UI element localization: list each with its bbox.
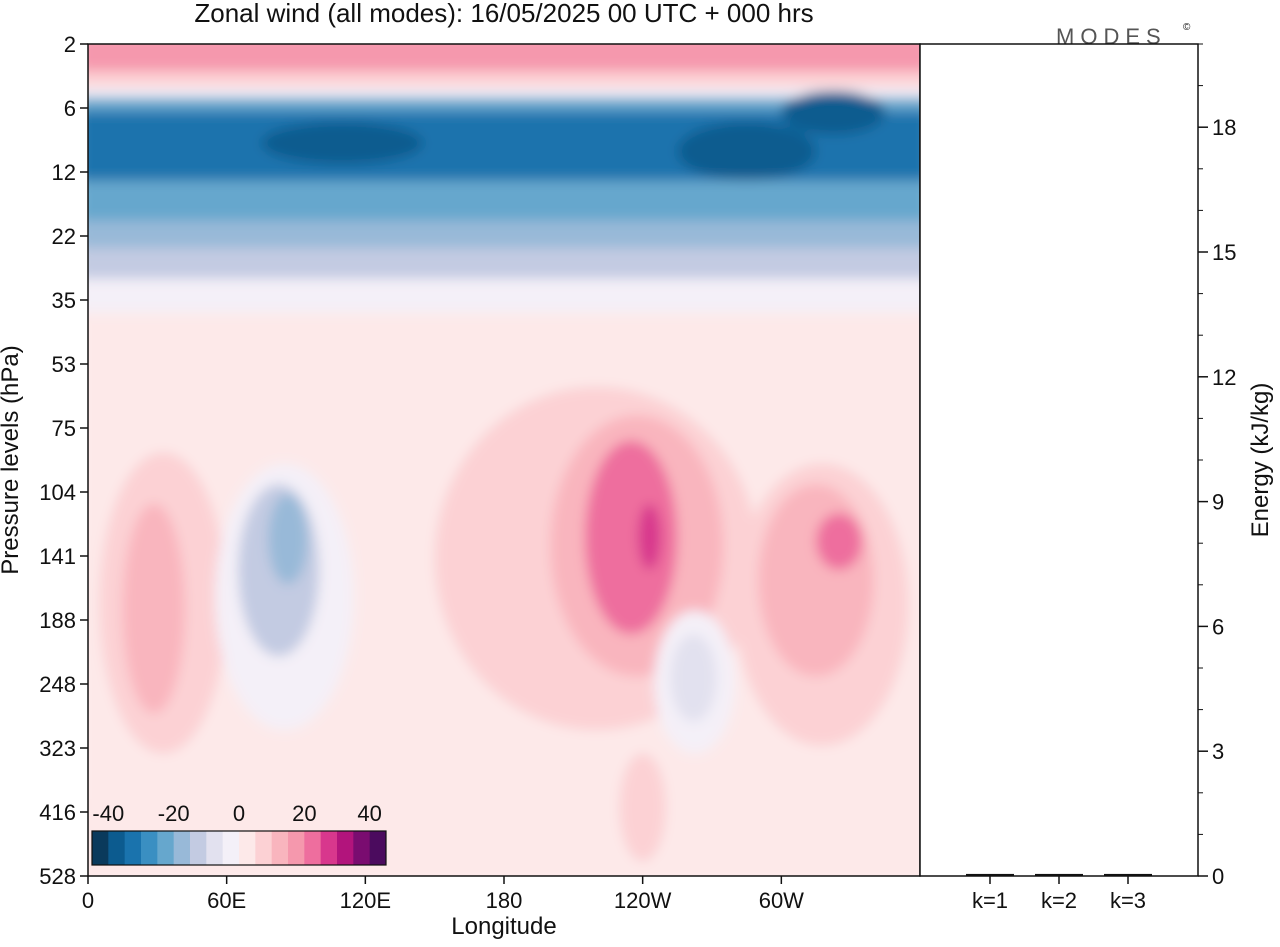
- y-tick-label: 6: [64, 96, 76, 121]
- colorbar-swatch: [173, 831, 191, 865]
- field-blob: [816, 513, 863, 570]
- y-tick-label: 323: [39, 736, 76, 761]
- colorbar-swatch: [92, 831, 109, 865]
- longitude-axis: 0 60E 120E 180 120W 60W: [82, 876, 804, 913]
- y-tick-label: 188: [39, 608, 76, 633]
- colorbar-swatch: [206, 831, 224, 865]
- field-band: [88, 87, 920, 98]
- x-tick-label: 0: [82, 888, 94, 913]
- field-band: [88, 71, 920, 88]
- field-blob: [638, 503, 662, 570]
- field-blob: [670, 634, 717, 722]
- energy-axis-label: Energy (kJ/kg): [1247, 383, 1274, 538]
- colorbar-swatch: [108, 831, 126, 865]
- energy-tick-label: 6: [1212, 614, 1224, 639]
- colorbar-frame: [91, 830, 387, 866]
- colorbar-swatch: [239, 831, 256, 865]
- field-blob: [268, 494, 308, 585]
- logo-copyright-mark: ©: [1183, 22, 1191, 33]
- colorbar-swatch: [271, 831, 289, 865]
- y-tick-label: 248: [39, 672, 76, 697]
- colorbar-label: 0: [233, 801, 245, 826]
- pressure-axis: 2 6 12 22 35 53 75 104 141 188 248 323 416 528: [39, 32, 88, 889]
- colorbar: -40 -20 0 20 40: [90, 799, 388, 867]
- y-tick-label: 75: [52, 416, 76, 441]
- energy-x-tick-label: k=3: [1110, 888, 1146, 913]
- energy-tick-label: 0: [1212, 864, 1224, 889]
- energy-tick-label: 12: [1212, 365, 1236, 390]
- energy-bar: [1104, 873, 1152, 876]
- y-tick-label: 2: [64, 32, 76, 57]
- colorbar-swatch: [353, 831, 371, 865]
- y-tick-label: 104: [39, 480, 76, 505]
- energy-x-tick-label: k=2: [1041, 888, 1077, 913]
- x-tick-label: 180: [486, 888, 523, 913]
- colorbar-swatch: [320, 831, 338, 865]
- x-tick-label: 120E: [340, 888, 391, 913]
- colorbar-label: 40: [357, 801, 381, 826]
- colorbar-swatch: [337, 831, 354, 865]
- colorbar-label: -20: [158, 801, 190, 826]
- energy-bar: [966, 873, 1014, 876]
- field-blob: [619, 753, 666, 862]
- y-tick-label: 12: [52, 160, 76, 185]
- field-band: [88, 220, 920, 248]
- colorbar-swatch: [288, 831, 305, 865]
- colorbar-swatch: [141, 831, 158, 865]
- energy-bar: [1035, 873, 1083, 876]
- y-tick-label: 35: [52, 288, 76, 313]
- field-band: [88, 247, 920, 279]
- colorbar-swatch: [255, 831, 273, 865]
- x-tick-label: 120W: [614, 888, 672, 913]
- y-tick-label: 528: [39, 864, 76, 889]
- field-band: [88, 180, 920, 221]
- colorbar-swatch: [369, 831, 387, 865]
- field-band: [88, 97, 920, 112]
- field-blob: [781, 91, 886, 135]
- colorbar-label: 20: [292, 801, 316, 826]
- field-blob: [584, 440, 678, 635]
- energy-tick-label: 18: [1212, 115, 1236, 140]
- energy-tick-label: 3: [1212, 739, 1224, 764]
- energy-tick-label: 9: [1212, 490, 1224, 515]
- colorbar-swatch: [157, 831, 175, 865]
- field-band: [88, 278, 920, 313]
- energy-panel: 0 3 6 9 12 15 18 k=1 k=2 k=3: [919, 43, 1236, 913]
- y-tick-label: 141: [39, 544, 76, 569]
- y-tick-label: 53: [52, 352, 76, 377]
- field-layers: [88, 44, 920, 876]
- energy-x-tick-label: k=1: [972, 888, 1008, 913]
- colorbar-swatch: [190, 831, 207, 865]
- x-tick-label: 60W: [759, 888, 804, 913]
- energy-frame: [919, 43, 1199, 877]
- field-band: [88, 44, 920, 72]
- colorbar-swatch: [304, 831, 322, 865]
- field-blob: [677, 122, 817, 181]
- field-blob: [758, 484, 874, 677]
- y-tick-label: 416: [39, 800, 76, 825]
- x-axis-label: Longitude: [451, 913, 556, 940]
- colorbar-label: -40: [92, 801, 124, 826]
- energy-tick-label: 15: [1212, 240, 1236, 265]
- x-tick-label: 60E: [207, 888, 246, 913]
- chart-title: Zonal wind (all modes): 16/05/2025 00 UT…: [194, 0, 813, 28]
- colorbar-swatch: [124, 831, 142, 865]
- field-blob: [261, 122, 424, 164]
- field-blob: [122, 503, 186, 714]
- y-tick-label: 22: [52, 224, 76, 249]
- colorbar-swatch: [222, 831, 240, 865]
- zonal-wind-field: [88, 44, 920, 876]
- y-axis-label: Pressure levels (hPa): [0, 345, 24, 574]
